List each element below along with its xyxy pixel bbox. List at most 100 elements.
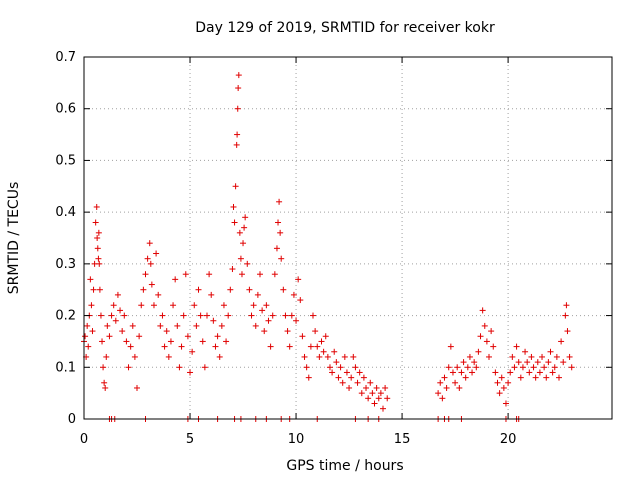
data-point — [445, 364, 452, 371]
data-point — [509, 353, 516, 360]
data-point — [259, 307, 266, 314]
chart-title: Day 129 of 2019, SRMTID for receiver kok… — [195, 20, 495, 36]
data-point — [278, 255, 285, 262]
data-point — [379, 405, 386, 412]
data-point — [88, 302, 95, 309]
data-point — [208, 291, 215, 298]
data-point — [104, 322, 111, 329]
data-point — [237, 255, 244, 262]
data-point — [360, 374, 367, 381]
data-point — [95, 229, 102, 236]
data-point — [528, 353, 535, 360]
data-point — [234, 131, 241, 138]
data-point — [95, 255, 102, 262]
data-point — [354, 379, 361, 386]
data-point — [452, 379, 459, 386]
data-point — [240, 240, 247, 247]
data-point — [225, 312, 232, 319]
data-point — [108, 312, 115, 319]
data-point — [155, 291, 162, 298]
data-point — [373, 384, 380, 391]
data-point — [261, 328, 268, 335]
data-point — [460, 359, 467, 366]
y-tick-label: 0.6 — [55, 102, 76, 117]
x-tick-label: 5 — [186, 432, 194, 447]
data-point — [233, 141, 240, 148]
data-point — [479, 307, 486, 314]
data-point — [157, 322, 164, 329]
data-point — [193, 322, 200, 329]
data-point — [254, 291, 261, 298]
data-point — [297, 297, 304, 304]
data-point — [140, 286, 147, 293]
data-point — [119, 328, 126, 335]
data-points — [81, 72, 575, 422]
data-point — [238, 271, 245, 278]
data-point — [96, 260, 103, 267]
data-point — [486, 353, 493, 360]
data-point — [275, 219, 282, 226]
data-point — [536, 369, 543, 376]
data-point — [524, 359, 531, 366]
data-point — [172, 276, 179, 283]
data-point — [324, 353, 331, 360]
data-point — [310, 312, 317, 319]
data-point — [250, 302, 257, 309]
plot-frame — [83, 56, 613, 420]
x-tick-label: 10 — [288, 432, 305, 447]
data-point — [367, 379, 374, 386]
data-point — [477, 333, 484, 340]
data-point — [435, 390, 442, 397]
data-point — [82, 333, 89, 340]
data-point — [103, 353, 110, 360]
data-point — [92, 219, 99, 226]
data-point — [322, 333, 329, 340]
data-point — [331, 348, 338, 355]
data-point — [549, 369, 556, 376]
data-point — [189, 348, 196, 355]
data-point — [271, 271, 278, 278]
y-axis-label: SRMTID / TECUs — [6, 182, 22, 295]
data-point — [293, 317, 300, 324]
data-point — [303, 364, 310, 371]
data-point — [102, 384, 109, 391]
data-point — [101, 379, 108, 386]
data-point — [443, 384, 450, 391]
data-point — [148, 281, 155, 288]
data-point — [568, 364, 575, 371]
data-point — [212, 343, 219, 350]
data-point — [519, 364, 526, 371]
data-point — [97, 312, 104, 319]
data-point — [147, 260, 154, 267]
data-point — [246, 286, 253, 293]
data-point — [564, 328, 571, 335]
data-point — [265, 317, 272, 324]
data-point — [545, 359, 552, 366]
data-point — [131, 353, 138, 360]
data-point — [348, 374, 355, 381]
data-point — [320, 348, 327, 355]
data-point — [242, 214, 249, 221]
data-point — [134, 384, 141, 391]
data-point — [326, 364, 333, 371]
data-point — [558, 338, 565, 345]
data-point — [346, 384, 353, 391]
data-point — [522, 348, 529, 355]
data-point — [94, 235, 101, 241]
data-point — [286, 343, 293, 350]
data-point — [532, 374, 539, 381]
data-point — [339, 379, 346, 386]
data-point — [121, 312, 128, 319]
data-point — [507, 369, 514, 376]
data-point — [456, 384, 463, 391]
data-point — [216, 353, 223, 360]
data-point — [269, 312, 276, 319]
data-point — [494, 379, 501, 386]
data-point — [382, 384, 389, 391]
data-point — [471, 359, 478, 366]
data-point — [318, 338, 325, 345]
data-point — [547, 348, 554, 355]
data-point — [530, 364, 537, 371]
data-point — [235, 85, 242, 92]
data-point — [90, 286, 97, 293]
